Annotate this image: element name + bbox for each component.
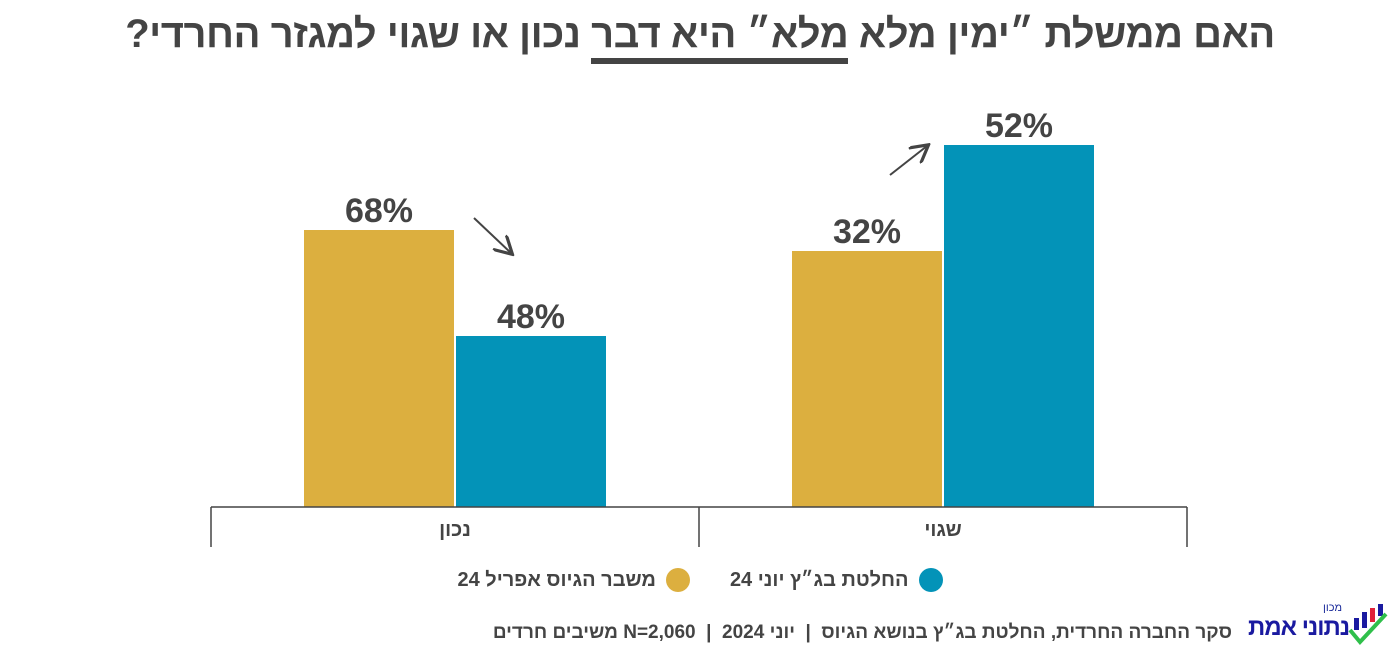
logo-chart-check-icon xyxy=(1348,604,1388,646)
legend-swatch xyxy=(918,568,943,592)
trend-arrow-up-icon xyxy=(889,146,927,176)
bar xyxy=(456,336,606,507)
legend: החלטת בג״ץ יוני 24 משבר הגיוס אפריל 24 xyxy=(0,568,1400,592)
source-footer: סקר החברה החרדית, החלטת בג״ץ בנושא הגיוס… xyxy=(492,622,1232,643)
trend-arrow-down-icon xyxy=(473,217,511,253)
title-part-2: נכון או שגוי למגזר החרדי? xyxy=(125,12,592,56)
legend-item-june: החלטת בג״ץ יוני 24 xyxy=(730,568,943,592)
data-label: 68% xyxy=(345,192,413,230)
chart-title: האם ממשלת ״ימין מלא מלא״ היא דבר נכון או… xyxy=(0,12,1400,64)
legend-swatch xyxy=(665,568,690,592)
category-label: שגוי xyxy=(924,519,961,541)
title-part-1: האם ממשלת ״ימין מלא xyxy=(848,12,1275,56)
bar xyxy=(944,145,1094,507)
legend-label: משבר הגיוס אפריל 24 xyxy=(457,568,656,591)
data-label: 52% xyxy=(985,107,1053,145)
data-label: 32% xyxy=(833,213,901,251)
legend-item-april: משבר הגיוס אפריל 24 xyxy=(457,568,690,592)
legend-label: החלטת בג״ץ יוני 24 xyxy=(729,568,909,591)
bar xyxy=(304,230,454,507)
title-underlined: מלא״ היא דבר xyxy=(591,12,849,64)
logo-text: נתוני אמת xyxy=(1248,614,1350,641)
category-label: נכון xyxy=(439,519,471,541)
bar xyxy=(792,251,942,507)
logo-small-text: מכון xyxy=(1323,602,1343,614)
logo: מכון נתוני אמת xyxy=(1248,600,1388,650)
data-label: 48% xyxy=(497,298,565,336)
bar-chart: 32% 68% 52% 48% שגוי נכון xyxy=(210,107,1188,547)
